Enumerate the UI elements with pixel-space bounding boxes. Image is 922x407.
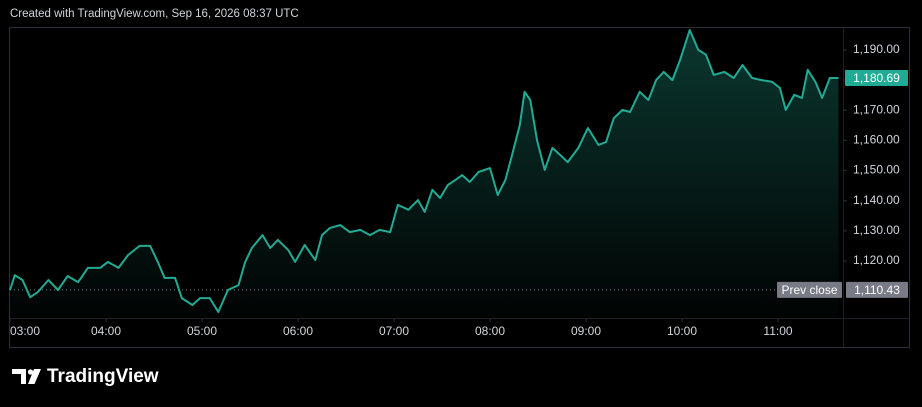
prev-close-title: Prev close xyxy=(781,283,837,297)
y-tick-label: 1,170.00 xyxy=(853,102,900,116)
prev-close-title-box xyxy=(777,281,842,298)
panel-border xyxy=(9,27,910,348)
y-tick-label: 1,120.00 xyxy=(853,253,900,267)
logo-text: TradingView xyxy=(47,366,159,387)
y-tick-label: 1,150.00 xyxy=(853,163,900,177)
logo-icon-slash xyxy=(28,369,41,384)
y-tick-label: 1,160.00 xyxy=(853,133,900,147)
x-tick-label: 06:00 xyxy=(283,324,313,338)
y-tick-label: 1,140.00 xyxy=(853,193,900,207)
price-line xyxy=(9,29,839,313)
logo: TradingView xyxy=(12,366,159,387)
x-tick-label: 05:00 xyxy=(187,324,217,338)
logo-icon xyxy=(12,369,26,384)
last-value-label: 1,180.69 xyxy=(853,71,900,85)
plot-area: 1,120.00 1,130.00 1,140.00 1,150.00 1,160.00… xyxy=(9,29,908,338)
x-tick-label: 08:00 xyxy=(475,324,505,338)
x-tick-label: 11:00 xyxy=(763,324,792,338)
x-tick-label: 10:00 xyxy=(667,324,697,338)
logo-icon-dot xyxy=(27,369,34,375)
y-tick-label: 1,130.00 xyxy=(853,223,900,237)
prev-close-box xyxy=(846,281,908,298)
header-text: Created with TradingView.com, Sep 16, 20… xyxy=(10,8,299,20)
y-tick-label: 1,190.00 xyxy=(853,42,900,56)
area-fill xyxy=(10,30,839,318)
prev-close-label: 1,110.43 xyxy=(854,283,900,297)
x-tick-label: 03:00 xyxy=(10,324,40,338)
x-tick-label: 07:00 xyxy=(379,324,409,338)
x-tick-label: 04:00 xyxy=(91,324,121,338)
last-value-box xyxy=(845,69,908,86)
x-tick-label: 09:00 xyxy=(571,324,601,338)
